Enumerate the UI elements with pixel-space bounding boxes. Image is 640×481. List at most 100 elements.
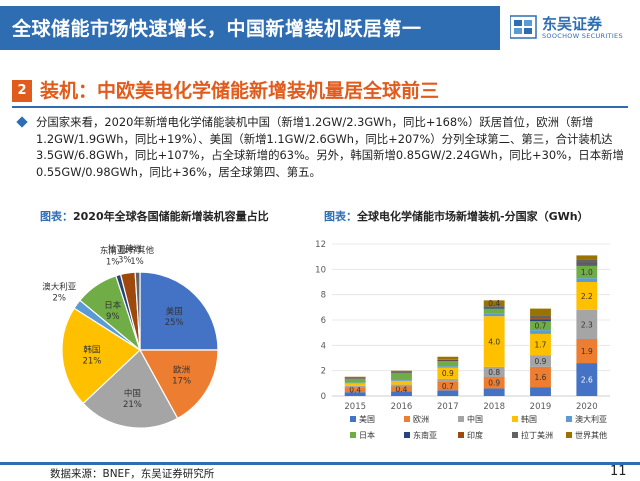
bar-data-label-2020-3: 2.2: [581, 292, 593, 301]
bar-chart-title-text: 全球电化学储能市场新增装机-分国家（GWh）: [357, 210, 589, 223]
y-tick-label-0: 0: [321, 392, 326, 402]
bar-data-label-2020-0: 2.6: [581, 376, 593, 385]
bar-segment-2016-3: [391, 381, 412, 385]
bar-segment-2020-8: [576, 259, 597, 263]
pie-label-value-2: 21%: [123, 400, 142, 410]
legend-swatch-4: [566, 416, 572, 422]
bullet-icon: [16, 116, 27, 127]
legend-swatch-7: [458, 432, 464, 438]
bar-segment-2017-9: [437, 357, 458, 360]
bar-data-label-2020-5: 1.0: [581, 268, 593, 277]
pie-label-name-5: 日本: [104, 300, 122, 311]
y-tick-label-6: 12: [315, 240, 326, 250]
bar-segment-2015-5: [345, 379, 366, 383]
pie-chart-title-text: 2020年全球各国储能新增装机容量占比: [73, 210, 269, 223]
title-bar: 全球储能市场快速增长，中国新增装机跃居第一: [0, 6, 500, 50]
logo-text-en: SOOCHOW SECURITIES: [542, 32, 623, 40]
pie-label-value-3: 21%: [82, 357, 101, 367]
pie-label-name-8: 世界其他: [120, 245, 155, 256]
body-paragraph: 分国家来看，2020年新增电化学储能装机中国（新增1.2GW/2.3GWh，同比…: [36, 114, 628, 180]
bar-data-label-2019-1: 1.6: [535, 373, 547, 382]
pie-label-name-2: 中国: [124, 388, 141, 399]
bar-segment-2016-6: [391, 373, 412, 374]
logo-text-cn: 东吴证券: [542, 13, 602, 34]
slide-title: 全球储能市场快速增长，中国新增装机跃居第一: [12, 14, 422, 41]
bar-segment-2017-8: [437, 359, 458, 360]
bar-segment-2019-9: [530, 309, 551, 316]
legend-label-8: 拉丁美洲: [521, 430, 553, 440]
pie-label-value-8: 1%: [130, 257, 144, 267]
pie-label-value-1: 17%: [172, 377, 191, 387]
section-title: 装机：中欧美电化学储能新增装机量居全球前三: [40, 76, 439, 103]
bar-segment-2018-0: [484, 388, 505, 396]
y-tick-label-1: 2: [321, 367, 326, 377]
bar-data-label-2019-3: 1.7: [535, 341, 547, 350]
bar-data-label-2017-1: 0.7: [442, 382, 454, 391]
pie-label-name-1: 欧洲: [173, 365, 190, 376]
legend-label-1: 欧洲: [413, 414, 429, 424]
legend-swatch-1: [404, 416, 410, 422]
x-tick-label-0: 2015: [344, 402, 366, 412]
legend-swatch-5: [350, 432, 356, 438]
pie-label-name-0: 美国: [166, 306, 183, 317]
legend-swatch-2: [458, 416, 464, 422]
bar-segment-2015-3: [345, 383, 366, 386]
bar-segment-2015-4: [345, 383, 366, 384]
bar-segment-2017-0: [437, 390, 458, 396]
legend-swatch-0: [350, 416, 356, 422]
legend-label-7: 印度: [467, 430, 483, 440]
bar-segment-2016-9: [391, 371, 412, 372]
legend-swatch-8: [512, 432, 518, 438]
bar-segment-2020-9: [576, 255, 597, 259]
footer-divider: [0, 462, 640, 465]
bar-segment-2019-6: [530, 320, 551, 321]
bar-data-label-2019-2: 0.9: [535, 357, 547, 366]
y-tick-label-4: 8: [321, 291, 326, 301]
bar-segment-2018-4: [484, 314, 505, 317]
pie-chart: 美国25%欧洲17%中国21%韩国21%澳大利亚2%日本9%东南亚1%拉丁美洲3…: [0, 228, 310, 458]
bar-segment-2018-6: [484, 308, 505, 309]
bar-data-label-2018-3: 4.0: [488, 338, 500, 347]
bar-segment-2020-7: [576, 263, 597, 264]
bar-data-label-2020-2: 2.3: [581, 320, 593, 329]
pie-chart-title: 图表：2020年全球各国储能新增装机容量占比: [40, 208, 269, 224]
legend-swatch-9: [566, 432, 572, 438]
legend-label-3: 韩国: [521, 414, 537, 424]
bar-segment-2017-2: [437, 379, 458, 382]
bar-segment-2017-4: [437, 366, 458, 367]
section-number: 2: [12, 80, 32, 102]
bar-data-label-2018-2: 0.8: [488, 368, 500, 377]
y-tick-label-5: 10: [315, 265, 326, 275]
x-tick-label-3: 2018: [483, 402, 505, 412]
pie-label-value-0: 25%: [165, 318, 184, 328]
bar-segment-2015-2: [345, 386, 366, 387]
bar-chart-title-label: 图表：: [324, 210, 357, 223]
x-tick-label-2: 2017: [437, 402, 459, 412]
legend-swatch-6: [404, 432, 410, 438]
pie-label-name-4: 澳大利亚: [42, 281, 77, 292]
page-number: 11: [610, 464, 627, 479]
legend-label-2: 中国: [467, 414, 483, 424]
legend-label-6: 东南亚: [413, 430, 437, 440]
x-tick-label-5: 2020: [576, 402, 598, 412]
bar-segment-2016-8: [391, 372, 412, 373]
bar-data-label-2018-1: 0.9: [488, 379, 500, 388]
bar-chart-title: 图表：全球电化学储能市场新增装机-分国家（GWh）: [324, 208, 589, 224]
bar-data-label-2018-9: 0.4: [488, 299, 500, 308]
bar-data-label-2019-5: 0.7: [535, 322, 547, 331]
x-tick-label-1: 2016: [391, 402, 413, 412]
bar-segment-2016-4: [391, 380, 412, 381]
bar-segment-2020-6: [576, 264, 597, 265]
bar-segment-2017-5: [437, 361, 458, 366]
pie-chart-title-label: 图表：: [40, 210, 73, 223]
bar-segment-2016-5: [391, 373, 412, 379]
pie-label-value-4: 2%: [52, 293, 66, 303]
x-tick-label-4: 2019: [530, 402, 552, 412]
legend-label-0: 美国: [359, 414, 375, 424]
data-source: 数据来源：BNEF，东吴证券研究所: [50, 466, 214, 481]
pie-label-value-5: 9%: [106, 312, 120, 322]
legend-label-4: 澳大利亚: [575, 414, 607, 424]
bar-segment-2019-7: [530, 318, 551, 320]
y-tick-label-2: 4: [321, 341, 326, 351]
